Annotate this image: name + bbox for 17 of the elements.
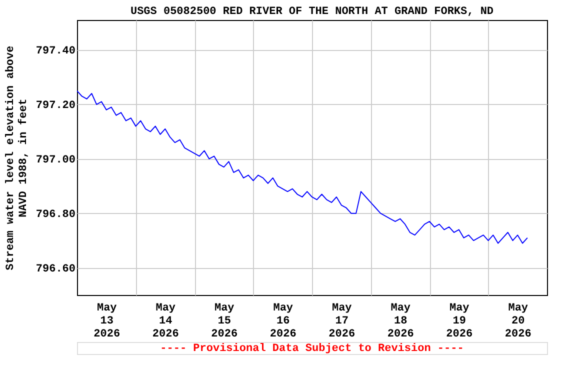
x-tick-label: May 14 2026 xyxy=(152,302,179,340)
y-axis-title: Stream water level elevation above NAVD 1988, in feet xyxy=(4,45,30,270)
x-tick-label: May 18 2026 xyxy=(387,302,414,340)
y-tick-label: 796.80 xyxy=(36,208,76,221)
x-tick-label: May 17 2026 xyxy=(328,302,356,340)
line-series xyxy=(77,90,528,244)
y-tick-label: 796.60 xyxy=(36,263,76,276)
y-tick-label: 797.40 xyxy=(36,45,76,58)
y-tick-label: 797.00 xyxy=(36,154,76,166)
chart-title: USGS 05082500 RED RIVER OF THE NORTH AT GRAND FORKS, ND xyxy=(130,6,494,18)
x-tick-label: May 19 2026 xyxy=(446,302,473,340)
x-tick-label: May 20 2026 xyxy=(504,302,532,340)
x-tick-label: May 15 2026 xyxy=(211,302,238,340)
y-tick-label: 797.20 xyxy=(36,100,76,112)
text: ---- Provisional Data Subject to Revision ---- xyxy=(160,343,464,355)
x-tick-label: May 13 2026 xyxy=(94,302,120,340)
x-tick-label: May 16 2026 xyxy=(270,302,296,340)
